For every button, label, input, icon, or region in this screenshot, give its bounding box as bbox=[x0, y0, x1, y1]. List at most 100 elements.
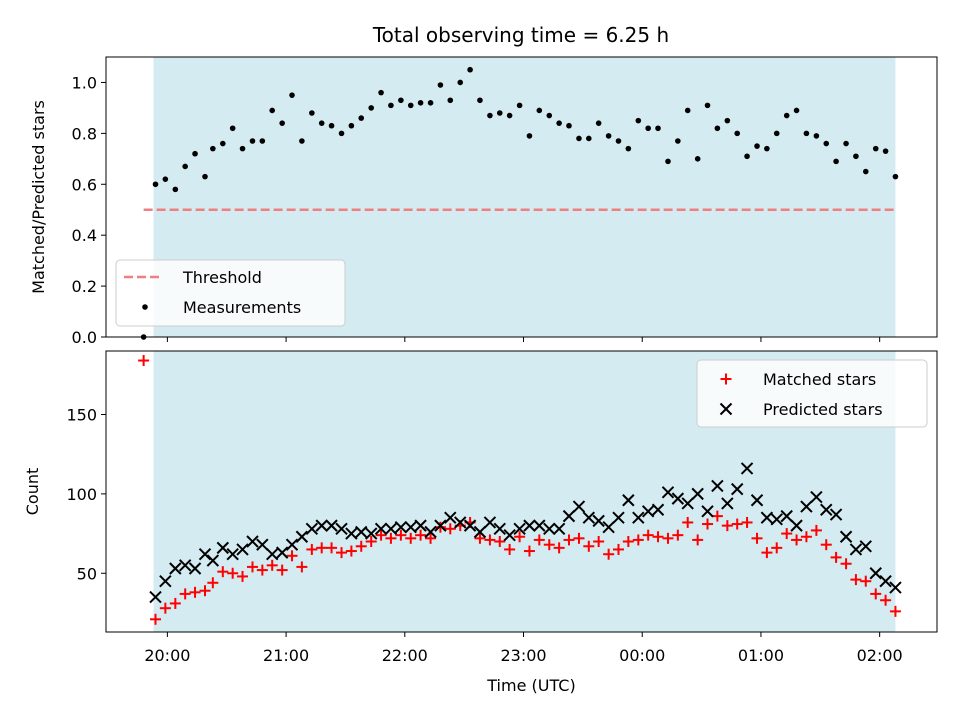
matched-star-point bbox=[256, 564, 268, 576]
predicted-star-point bbox=[325, 519, 338, 532]
predicted-star-point bbox=[434, 519, 447, 532]
measurement-point bbox=[566, 122, 572, 129]
ratio-axes-frame bbox=[105, 56, 938, 338]
matched-star-point bbox=[642, 529, 654, 541]
legend-threshold-label: Threshold bbox=[182, 268, 262, 287]
predicted-star-point bbox=[285, 538, 299, 551]
legend-predicted-swatch bbox=[719, 402, 733, 416]
matched-star-point bbox=[692, 534, 704, 546]
measurement-point bbox=[467, 66, 473, 73]
x-axis-label: Time (UTC) bbox=[486, 676, 575, 695]
predicted-stars-points bbox=[149, 462, 902, 604]
matched-star-point bbox=[840, 558, 852, 570]
ratio-y-axis-label: Matched/Predicted stars bbox=[29, 100, 48, 294]
y-tick-label: 0.6 bbox=[72, 175, 97, 194]
measurement-point bbox=[645, 125, 651, 132]
measurement-point bbox=[625, 145, 632, 152]
measurement-point bbox=[318, 120, 325, 126]
measurement-point bbox=[368, 105, 375, 111]
count-axes-frame bbox=[105, 350, 938, 633]
predicted-star-point bbox=[345, 527, 358, 540]
predicted-star-point bbox=[859, 540, 872, 553]
measurement-point bbox=[655, 125, 661, 132]
measurement-point bbox=[152, 181, 159, 188]
predicted-star-point bbox=[829, 508, 843, 521]
matched-star-point bbox=[266, 559, 278, 571]
predicted-star-point bbox=[691, 487, 704, 501]
measurement-point bbox=[803, 130, 810, 137]
matched-star-point bbox=[415, 529, 427, 541]
measurement-point bbox=[358, 115, 365, 121]
predicted-star-point bbox=[275, 546, 289, 559]
measurement-point bbox=[536, 107, 543, 114]
matched-star-point bbox=[169, 597, 181, 609]
matched-star-point bbox=[652, 531, 664, 543]
matched-stars-points bbox=[138, 355, 901, 625]
predicted-star-point bbox=[562, 509, 576, 523]
measurement-point bbox=[338, 130, 345, 137]
measurement-point bbox=[477, 97, 483, 104]
measurement-point bbox=[506, 112, 513, 119]
matched-star-point bbox=[150, 613, 162, 625]
chart-title: Total observing time = 6.25 h bbox=[372, 23, 669, 47]
predicted-star-point bbox=[760, 511, 774, 524]
predicted-star-point bbox=[159, 574, 172, 588]
measurement-point bbox=[892, 173, 899, 180]
legend-predicted-label: Predicted stars bbox=[763, 400, 883, 419]
matched-star-point bbox=[563, 534, 575, 546]
predicted-star-point bbox=[226, 548, 239, 561]
matched-star-point bbox=[484, 534, 496, 546]
y-tick-label: 0.0 bbox=[72, 328, 97, 347]
matched-star-point bbox=[731, 518, 743, 530]
measurement-point bbox=[229, 125, 236, 132]
y-tick-label: 100 bbox=[66, 485, 97, 504]
measurement-point bbox=[813, 133, 820, 139]
predicted-star-point bbox=[295, 530, 309, 543]
predicted-star-point bbox=[355, 525, 368, 539]
predicted-star-point bbox=[414, 519, 427, 532]
measurement-point bbox=[773, 130, 780, 137]
predicted-star-point bbox=[701, 505, 714, 518]
matched-star-point bbox=[672, 529, 684, 541]
predicted-star-point bbox=[513, 522, 526, 536]
x-tick-label: 02:00 bbox=[857, 646, 903, 665]
predicted-star-point bbox=[780, 509, 793, 523]
matched-star-point bbox=[365, 536, 377, 548]
matched-star-point bbox=[159, 602, 171, 614]
predicted-star-point bbox=[543, 522, 556, 536]
predicted-star-point bbox=[305, 522, 319, 536]
legend-predicted-marker bbox=[719, 402, 733, 416]
predicted-star-point bbox=[889, 581, 902, 594]
matched-star-point bbox=[533, 534, 545, 546]
matched-star-point bbox=[810, 524, 822, 536]
predicted-star-point bbox=[335, 522, 348, 536]
predicted-star-point bbox=[374, 522, 388, 536]
predicted-star-point bbox=[533, 519, 546, 532]
matched-star-point bbox=[830, 551, 842, 563]
y-tick-label: 150 bbox=[66, 406, 97, 425]
matched-star-point bbox=[682, 516, 694, 528]
matched-star-point bbox=[603, 548, 615, 560]
matched-star-point bbox=[702, 518, 714, 530]
measurement-point bbox=[447, 97, 454, 104]
predicted-star-point bbox=[622, 494, 635, 507]
legend-matched-swatch bbox=[720, 373, 732, 385]
measurement-point bbox=[556, 120, 562, 126]
measurement-point bbox=[182, 163, 188, 170]
matched-star-point bbox=[336, 547, 348, 559]
predicted-star-point bbox=[632, 511, 645, 524]
measurement-point bbox=[675, 138, 681, 144]
measurement-point bbox=[586, 135, 592, 142]
measurement-point bbox=[309, 110, 315, 116]
matched-star-point bbox=[504, 543, 516, 555]
predicted-star-point bbox=[839, 530, 853, 543]
measurement-point bbox=[793, 107, 800, 114]
predicted-star-point bbox=[169, 562, 182, 575]
predicted-star-point bbox=[198, 548, 212, 561]
measurement-point bbox=[259, 138, 266, 144]
matched-star-point bbox=[741, 516, 753, 528]
measurement-point bbox=[823, 140, 830, 147]
predicted-star-point bbox=[246, 535, 259, 548]
matched-star-point bbox=[573, 532, 585, 544]
matched-star-point bbox=[593, 536, 605, 548]
